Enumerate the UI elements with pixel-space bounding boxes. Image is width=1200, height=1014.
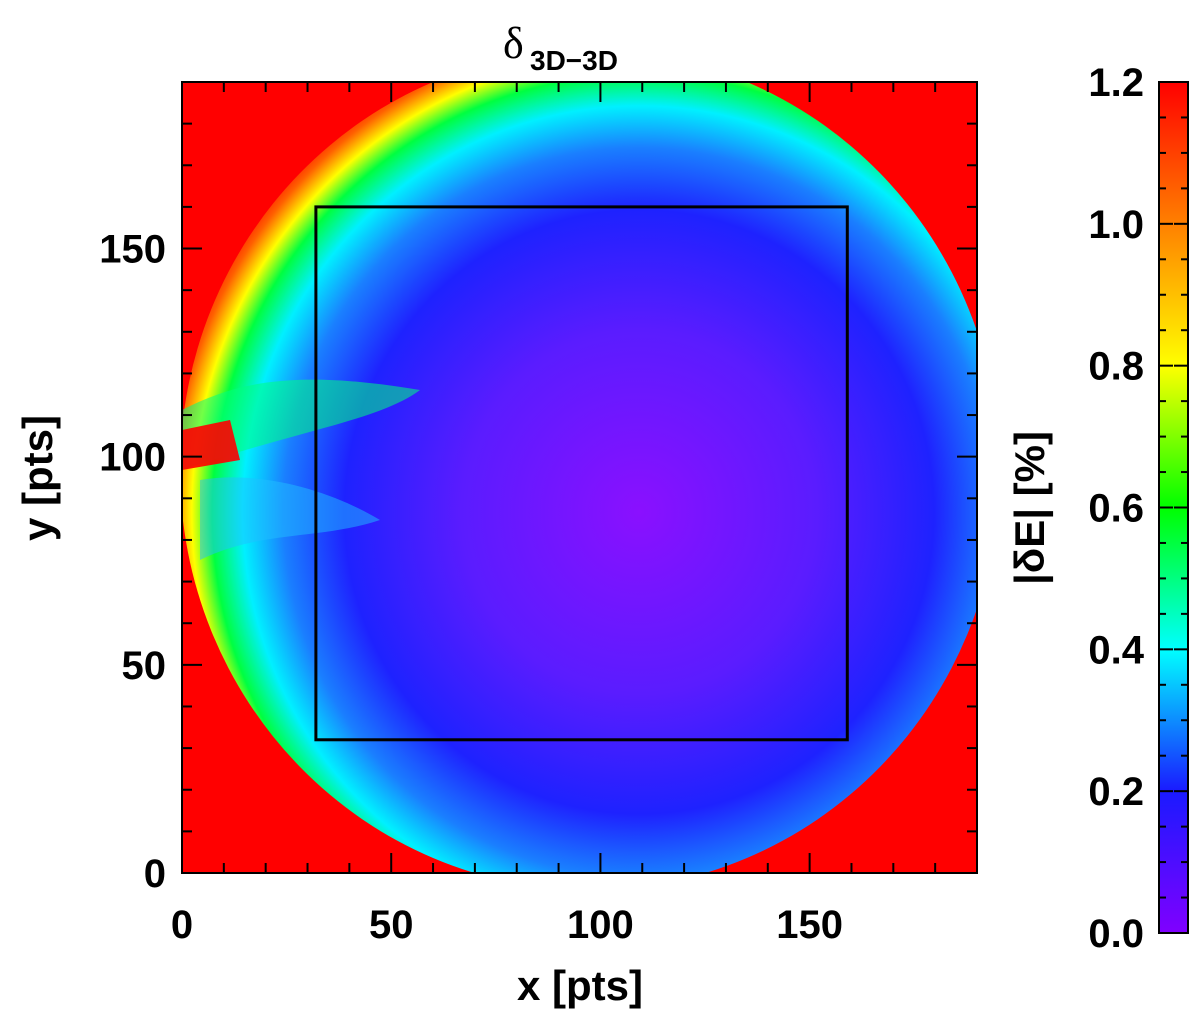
x-tick-label: 0: [171, 903, 193, 947]
heatmap-area: [182, 82, 977, 873]
heatmap-streak: [200, 477, 380, 560]
y-tick-label: 0: [144, 852, 166, 896]
x-axis-ticks: 0 50 100 150: [171, 82, 978, 947]
chart-title: δ 3D−3D: [503, 19, 618, 76]
y-axis-ticks: 0 50 100 150: [99, 81, 977, 896]
colorbar-tick-label: 0.4: [1088, 628, 1144, 672]
x-tick-label: 150: [776, 903, 843, 947]
x-tick-label: 50: [369, 903, 414, 947]
y-axis-label: y [pts]: [14, 415, 61, 541]
title-delta: δ: [503, 19, 524, 68]
y-tick-label: 50: [122, 644, 167, 688]
y-tick-label: 100: [99, 436, 166, 480]
colorbar: 0.0 0.2 0.4 0.6 0.8 1.0 1.2 |δE| [%]: [1006, 61, 1189, 956]
colorbar-tick-label: 0.2: [1088, 770, 1144, 814]
title-subscript: 3D−3D: [530, 45, 618, 76]
colorbar-label: |δE| [%]: [1006, 431, 1054, 585]
colorbar-tick-label: 1.0: [1088, 203, 1144, 247]
colorbar-tick-label: 1.2: [1088, 61, 1144, 105]
heatmap-streak: [182, 379, 420, 470]
region-rectangle: [314, 205, 849, 742]
x-tick-label: 100: [567, 903, 634, 947]
x-axis-label: x [pts]: [517, 962, 643, 1009]
colorbar-tick-label: 0.6: [1088, 487, 1144, 531]
colorbar-ticks: 0.0 0.2 0.4 0.6 0.8 1.0 1.2: [1088, 61, 1188, 956]
colorbar-tick-label: 0.8: [1088, 345, 1144, 389]
y-tick-label: 150: [99, 228, 166, 272]
colorbar-tick-label: 0.0: [1088, 912, 1144, 956]
plot-frame: [181, 81, 978, 874]
heatmap-field: [182, 82, 977, 873]
